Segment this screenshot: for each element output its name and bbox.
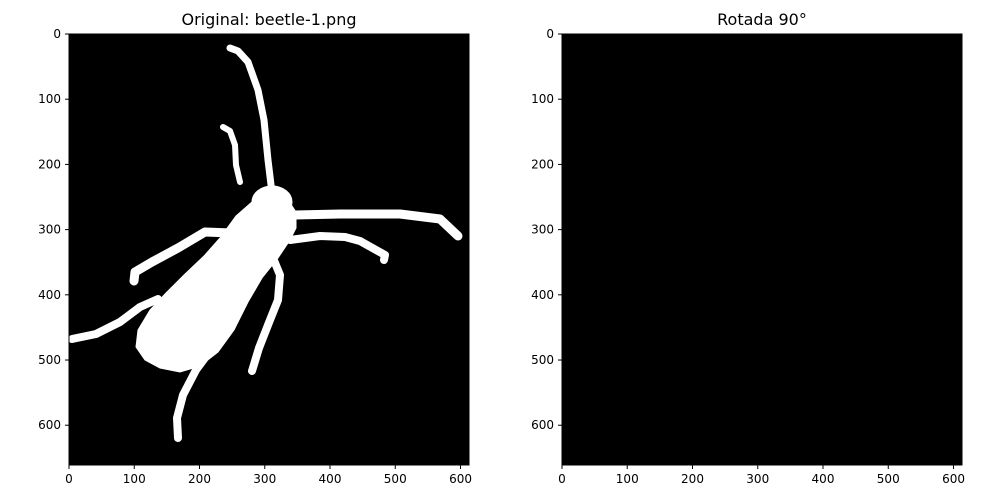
beetle-mid-leg-right: [286, 232, 389, 264]
axes-frame-original: [68, 33, 470, 466]
x-tick-label: 200: [188, 472, 211, 486]
beetle-hind-leg-right: [248, 254, 284, 375]
x-tick-label: 100: [616, 472, 639, 486]
beetle-body: [135, 195, 297, 373]
beetle-antenna-left: [220, 124, 243, 185]
image-rotated: [562, 34, 962, 465]
x-tick-label: 400: [319, 472, 342, 486]
beetle-antenna-right: [226, 44, 276, 197]
y-tick-label: 300: [38, 223, 61, 237]
beetle-silhouette: [68, 44, 463, 442]
x-axis-rotated: 0 100 200 300 400 500 600: [558, 465, 965, 486]
x-tick-label: 500: [384, 472, 407, 486]
panel-title-rotated: Rotada 90°: [717, 10, 807, 29]
panel-original: Original: beetle-1.png 0 100 200 300 400 500 6…: [38, 10, 472, 486]
axes-frame-rotated: [561, 33, 963, 466]
y-axis-original: 0 100 200 300 400 500 600: [38, 27, 69, 432]
x-tick-label: 0: [558, 472, 566, 486]
x-tick-label: 500: [877, 472, 900, 486]
y-tick-label: 0: [53, 27, 61, 41]
x-axis-original: 0 100 200 300 400 500 600: [65, 465, 472, 486]
y-tick-label: 500: [531, 353, 554, 367]
x-tick-label: 600: [942, 472, 965, 486]
y-tick-label: 0: [546, 27, 554, 41]
y-tick-label: 600: [531, 418, 554, 432]
y-tick-label: 500: [38, 353, 61, 367]
y-tick-label: 200: [38, 157, 61, 171]
x-tick-label: 0: [65, 472, 73, 486]
y-tick-label: 200: [531, 157, 554, 171]
panel-title-original: Original: beetle-1.png: [182, 10, 357, 29]
y-tick-label: 100: [531, 92, 554, 106]
panel-rotated: Rotada 90° 0 100 200 300 400 500 600 0 100 200 30…: [531, 10, 965, 486]
beetle-head: [251, 185, 293, 219]
y-tick-label: 100: [38, 92, 61, 106]
x-tick-label: 400: [812, 472, 835, 486]
x-tick-label: 100: [123, 472, 146, 486]
y-tick-label: 400: [531, 288, 554, 302]
x-tick-label: 200: [681, 472, 704, 486]
y-tick-label: 400: [38, 288, 61, 302]
y-tick-label: 300: [531, 223, 554, 237]
beetle-front-leg-right: [290, 209, 463, 241]
beetle-front-leg-left: [129, 227, 237, 286]
y-axis-rotated: 0 100 200 300 400 500 600: [531, 27, 562, 432]
y-tick-label: 600: [38, 418, 61, 432]
beetle-far-leg-left: [68, 295, 162, 343]
x-tick-label: 600: [449, 472, 472, 486]
x-tick-label: 300: [746, 472, 769, 486]
x-tick-label: 300: [253, 472, 276, 486]
